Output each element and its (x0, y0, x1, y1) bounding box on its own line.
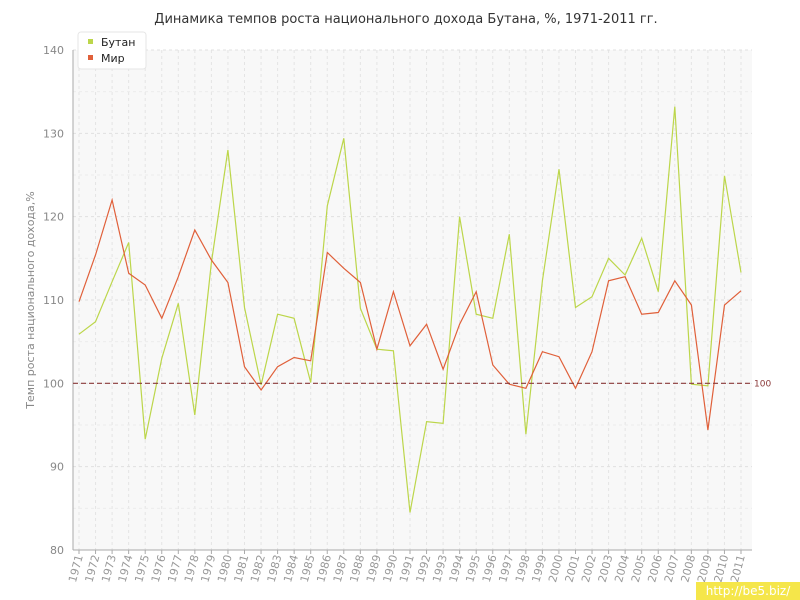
legend-item-butan: Бутан (101, 36, 135, 49)
y-axis: 80 90 100 110 120 130 140 (43, 44, 64, 557)
legend-swatch-mir (88, 55, 93, 60)
y-tick-label: 110 (43, 294, 64, 307)
x-tick-label: 2011 (728, 553, 748, 583)
y-tick-label: 130 (43, 127, 64, 140)
y-tick-label: 100 (43, 377, 64, 390)
y-tick-label: 80 (50, 544, 64, 557)
x-axis: 1971197219731974197519761977197819791980… (66, 550, 748, 584)
legend-item-mir: Мир (101, 52, 125, 65)
y-tick-label: 90 (50, 461, 64, 474)
series-line-mir (78, 197, 742, 431)
reference-line-label: 100 (754, 379, 771, 389)
grid (72, 49, 752, 551)
y-tick-label: 120 (43, 211, 64, 224)
reference-line: 100 (73, 379, 771, 389)
legend: Бутан Мир (77, 31, 147, 70)
watermark: http://be5.biz/ (696, 582, 800, 600)
y-tick-label: 140 (43, 44, 64, 57)
y-axis-label: Темп роста национального дохода,% (24, 191, 37, 409)
legend-swatch-butan (88, 39, 93, 44)
series-line-butan (78, 106, 742, 513)
legend-box (77, 31, 147, 70)
chart-title: Динамика темпов роста национального дохо… (154, 12, 657, 27)
series-lines (78, 106, 742, 513)
